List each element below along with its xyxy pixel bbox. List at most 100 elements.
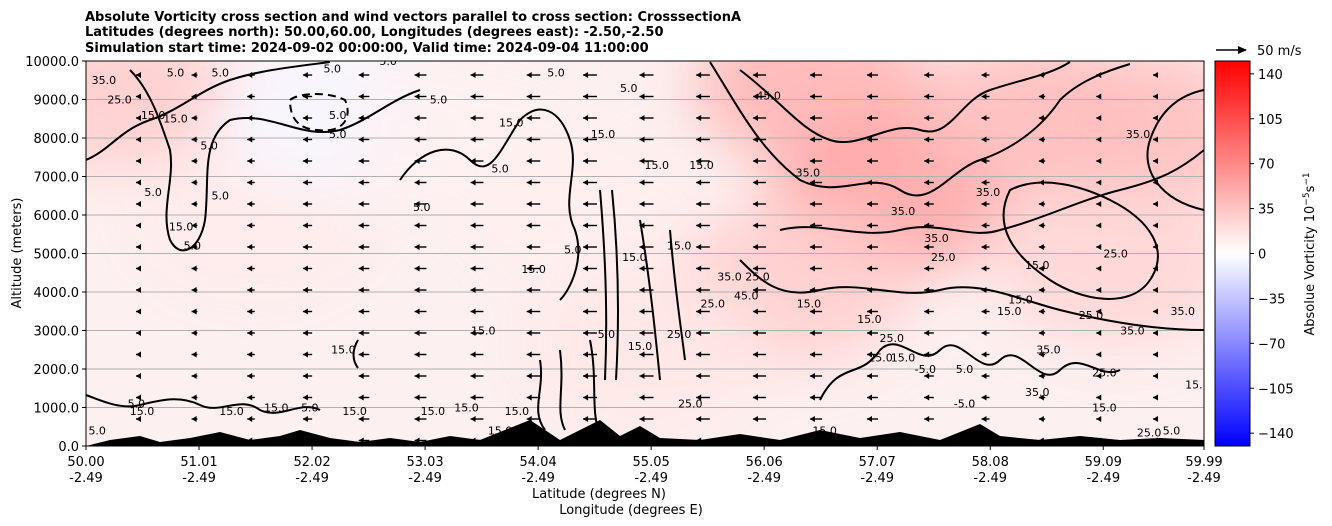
wind-vector [752,330,767,336]
wind-vector [639,308,654,315]
wind-vector [752,287,767,293]
colorbar-label-mid: s [1303,185,1318,192]
wind-vector [583,158,597,164]
wind-vector [1096,265,1102,272]
wind-vector [924,136,934,143]
wind-vector [302,330,313,336]
wind-vector [583,330,597,336]
wind-vector [1096,351,1102,358]
wind-vector [981,416,990,422]
wind-vector [1096,115,1102,121]
wind-vector [414,287,427,293]
contour-label: 15.0 [505,405,530,418]
y-tick-label: 3000.0 [34,325,80,340]
wind-vector [1038,373,1046,379]
colorbar-tick-label: 140 [1258,68,1283,83]
wind-vector [1210,72,1215,78]
wind-vector [583,72,597,78]
wind-vector [247,222,255,229]
wind-vector [526,179,541,186]
wind-vector [1038,179,1046,186]
contour-label: 35.0 [976,186,1001,199]
x-tick-label-lon: -2.49 [747,471,781,486]
wind-vector [302,93,313,100]
wind-vector [752,158,767,164]
contour-label: 15.0 [1025,259,1050,272]
wind-vector [583,244,597,250]
wind-vector [1096,373,1102,379]
y-axis: 0.0 1000.0 2000.0 3000.0 4000.0 5000.0 6000.0 7… [25,55,86,455]
wind-vector [414,394,427,401]
wind-vector [470,416,484,422]
wind-vector [866,330,879,336]
wind-vector [866,351,879,358]
contour-label: 15.0 [499,116,524,129]
wind-vector [358,265,370,272]
contour-label: 15.0 [628,340,653,353]
wind-vector [809,351,823,358]
contour-label: 5.0 [329,109,347,122]
wind-vector [639,179,654,186]
wind-vector [752,179,767,186]
wind-vector [414,265,427,272]
contour-label: 45.0 [734,290,759,303]
x-tick-label-lat: 51.01 [180,455,217,470]
x-tick-label-lon: -2.49 [1187,471,1221,486]
wind-vector [470,373,484,379]
wind-vector [136,222,141,229]
wind-vector [866,373,879,379]
wind-vector [1153,394,1158,401]
colorbar-label-main: Absolue Vorticity 10 [1303,206,1318,336]
wind-vector [866,265,879,272]
contour-label: 5.0 [491,163,509,176]
plot-area: 35.025.05.0 5.015.015.05.05.0 5.015.05.05.… [85,60,1215,447]
wind-vector [1153,201,1158,207]
wind-vector [866,308,879,315]
contour-label: 15.0 [891,351,916,364]
wind-vector [696,136,710,143]
contour-line [352,339,359,369]
wind-vector [981,308,990,315]
wind-vector [247,244,255,250]
wind-vector [752,201,767,207]
wind-vector [583,115,597,121]
wind-vector [302,158,313,164]
y-tick-label: 9000.0 [34,94,80,109]
wind-vector [924,201,934,207]
wind-vector [696,330,710,336]
wind-vector [191,179,198,186]
wind-vector [247,158,255,164]
wind-vector [1038,72,1046,78]
wind-vector [809,179,823,186]
x-tick-label-lat: 57.07 [859,455,896,470]
wind-vector [981,222,990,229]
wind-vector [302,115,313,121]
contour-label: 5.0 [598,328,616,341]
x-tick-label-lat: 52.02 [293,455,330,470]
wind-vector [1210,266,1215,272]
wind-vector [1096,136,1102,143]
wind-vector [696,93,710,100]
x-axis-label-lon: Longitude (degrees E) [559,503,703,518]
wind-vector [809,373,823,379]
wind-vector [470,158,484,164]
wind-vector [981,115,990,121]
wind-vector [809,72,823,78]
wind-vector [924,115,934,121]
wind-vector [414,308,427,315]
wind-vector [1038,351,1046,358]
wind-vector [639,330,654,336]
wind-vector [191,93,198,100]
contour-label: -5.0 [954,398,975,411]
contour-line [288,93,349,132]
wind-vector [526,72,541,78]
contour-label: 15.0 [169,220,194,233]
wind-vector [809,115,823,121]
wind-vector [1153,308,1158,315]
wind-vector [191,308,198,315]
wind-vector [358,115,370,121]
wind-vector [924,330,934,336]
wind-vector [358,93,370,100]
wind-vector [358,373,370,379]
wind-vector [639,158,654,164]
